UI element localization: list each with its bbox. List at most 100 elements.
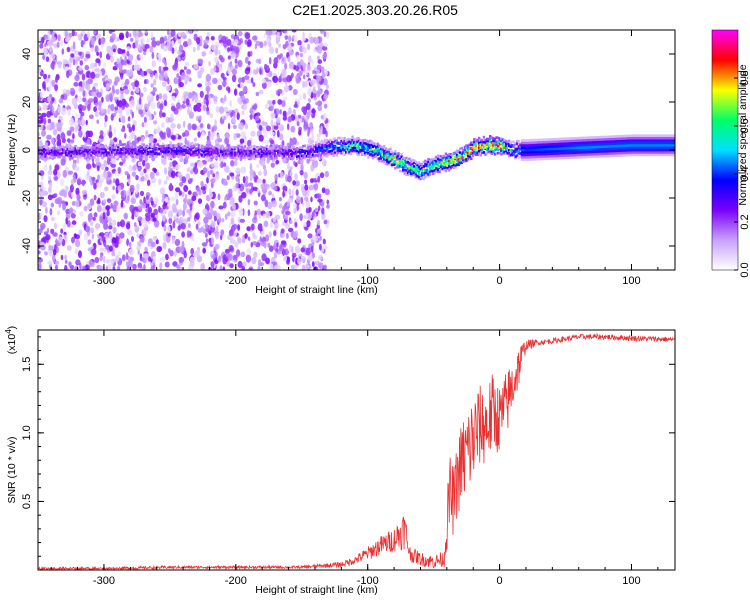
signal-cell <box>134 155 137 159</box>
noise-cell <box>272 99 276 105</box>
signal-cell <box>79 156 82 159</box>
noise-cell <box>47 96 52 103</box>
noise-cell <box>177 209 183 216</box>
noise-cell <box>148 114 152 121</box>
noise-cell <box>285 210 291 216</box>
signal-cell <box>183 144 186 148</box>
signal-cell <box>58 155 61 159</box>
noise-cell <box>109 124 112 133</box>
noise-cell <box>119 93 125 101</box>
noise-cell <box>242 261 247 267</box>
noise-cell <box>191 123 197 131</box>
noise-cell <box>250 242 253 248</box>
noise-cell <box>138 109 143 115</box>
signal-cell <box>158 152 161 155</box>
noise-cell <box>274 214 281 220</box>
signal-cell <box>169 155 172 158</box>
noise-cell <box>67 108 71 117</box>
signal-cell <box>134 147 137 151</box>
noise-cell <box>273 230 277 237</box>
signal-cell <box>191 145 194 149</box>
noise-cell <box>276 117 281 124</box>
noise-cell <box>117 167 121 175</box>
signal-cell <box>153 148 156 152</box>
noise-cell <box>322 158 327 167</box>
noise-cell <box>312 93 317 98</box>
noise-cell <box>74 166 80 172</box>
noise-cell <box>115 88 120 95</box>
noise-cell <box>263 220 269 228</box>
noise-cell <box>183 185 189 192</box>
noise-cell <box>302 189 307 197</box>
signal-cell <box>213 147 217 150</box>
noise-cell <box>172 220 176 229</box>
noise-cell <box>104 114 108 122</box>
signal-cell <box>156 152 160 156</box>
signal-cell <box>71 157 74 160</box>
noise-cell <box>170 116 173 123</box>
noise-cell <box>262 213 267 219</box>
noise-cell <box>182 209 186 217</box>
signal-cell <box>53 151 57 154</box>
noise-cell <box>281 57 285 62</box>
noise-cell <box>158 66 162 74</box>
noise-cell <box>125 252 129 261</box>
noise-cell <box>296 189 299 196</box>
signal-cell <box>142 148 145 151</box>
noise-cell <box>46 134 52 140</box>
signal-cell <box>479 153 482 157</box>
noise-cell <box>306 64 311 72</box>
signal-cell <box>164 151 167 154</box>
noise-cell <box>306 103 311 111</box>
signal-cell <box>109 155 112 159</box>
noise-cell <box>53 232 58 237</box>
signal-cell <box>137 151 141 155</box>
noise-cell <box>77 56 81 62</box>
noise-cell <box>282 77 288 83</box>
signal-cell <box>133 152 136 156</box>
noise-cell <box>112 226 117 234</box>
noise-cell <box>83 133 87 138</box>
signal-cell <box>212 156 215 159</box>
noise-cell <box>200 263 206 270</box>
signal-cell <box>216 152 220 156</box>
noise-cell <box>138 267 141 270</box>
signal-cell <box>174 149 177 153</box>
signal-cell <box>68 147 71 151</box>
noise-cell <box>97 197 101 204</box>
noise-cell <box>51 137 55 145</box>
noise-cell <box>112 266 116 270</box>
noise-cell <box>238 77 243 84</box>
signal-cell <box>99 153 103 156</box>
signal-cell <box>189 153 193 156</box>
noise-cell <box>205 238 209 244</box>
noise-cell <box>161 193 165 202</box>
noise-cell <box>306 158 310 164</box>
signal-cell <box>57 151 60 154</box>
noise-cell <box>114 242 119 248</box>
signal-cell <box>189 145 193 149</box>
noise-cell <box>105 82 110 91</box>
noise-cell <box>280 240 287 245</box>
signal-cell <box>125 151 128 154</box>
noise-cell <box>310 245 314 253</box>
noise-cell <box>65 217 68 225</box>
noise-cell <box>75 239 81 248</box>
noise-cell <box>148 238 153 244</box>
noise-cell <box>60 228 64 234</box>
noise-cell <box>161 214 166 222</box>
noise-cell <box>127 54 134 62</box>
noise-cell <box>207 170 210 179</box>
signal-cell <box>58 149 61 152</box>
noise-cell <box>176 102 181 110</box>
noise-cell <box>291 35 295 40</box>
noise-cell <box>100 36 106 45</box>
noise-cell <box>210 237 215 245</box>
noise-cell <box>93 194 97 201</box>
noise-cell <box>147 206 152 214</box>
noise-cell <box>321 207 325 215</box>
signal-cell <box>174 154 177 158</box>
noise-cell <box>137 241 142 247</box>
noise-cell <box>73 97 78 105</box>
signal-cell <box>148 150 152 153</box>
